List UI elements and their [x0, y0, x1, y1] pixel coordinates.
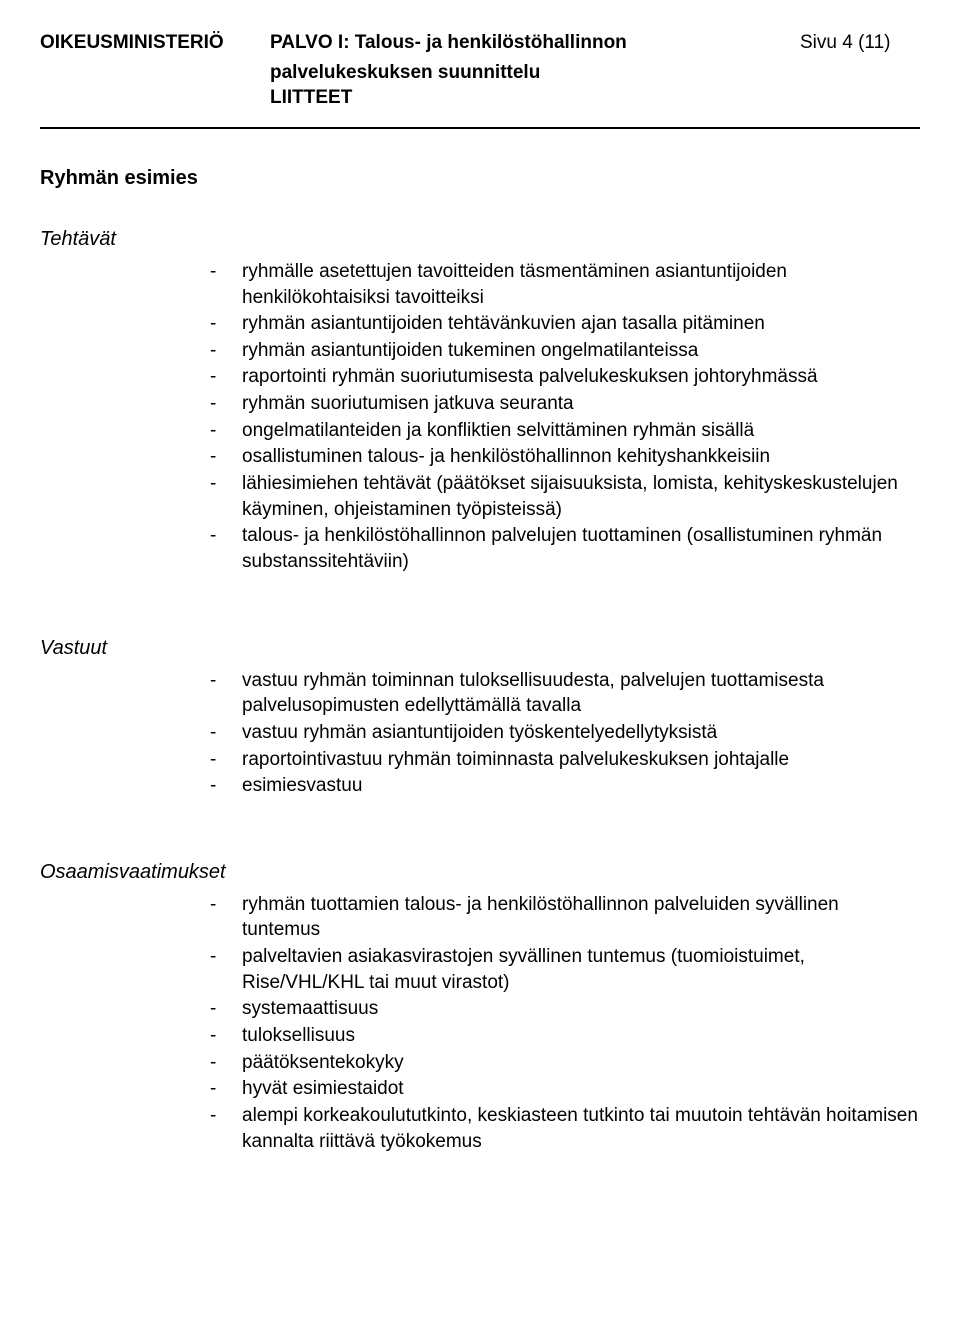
list-item: -ryhmän tuottamien talous- ja henkilöstö…: [40, 892, 920, 943]
list-item-text: ryhmän asiantuntijoiden tehtävänkuvien a…: [242, 311, 920, 337]
list-item-text: alempi korkeakoulututkinto, keskiasteen …: [242, 1103, 920, 1154]
dash-icon: -: [210, 391, 242, 417]
bullet-list: -ryhmälle asetettujen tavoitteiden täsme…: [40, 259, 920, 575]
list-item-text: vastuu ryhmän asiantuntijoiden työskente…: [242, 720, 920, 746]
dash-icon: -: [210, 773, 242, 799]
list-item: -ongelmatilanteiden ja konfliktien selvi…: [40, 418, 920, 444]
bullet-list: -ryhmän tuottamien talous- ja henkilöstö…: [40, 892, 920, 1154]
list-item: -talous- ja henkilöstöhallinnon palveluj…: [40, 523, 920, 574]
list-item: -vastuu ryhmän toiminnan tuloksellisuude…: [40, 668, 920, 719]
list-item: -ryhmän asiantuntijoiden tehtävänkuvien …: [40, 311, 920, 337]
dash-icon: -: [210, 720, 242, 746]
list-item-text: vastuu ryhmän toiminnan tuloksellisuudes…: [242, 668, 920, 719]
dash-icon: -: [210, 892, 242, 918]
dash-icon: -: [210, 444, 242, 470]
dash-icon: -: [210, 471, 242, 497]
dash-icon: -: [210, 668, 242, 694]
list-item-text: raportointivastuu ryhmän toiminnasta pal…: [242, 747, 920, 773]
list-item: -vastuu ryhmän asiantuntijoiden työskent…: [40, 720, 920, 746]
dash-icon: -: [210, 1076, 242, 1102]
list-item: -lähiesimiehen tehtävät (päätökset sijai…: [40, 471, 920, 522]
main-title: Ryhmän esimies: [40, 165, 920, 192]
bullet-list: -vastuu ryhmän toiminnan tuloksellisuude…: [40, 668, 920, 799]
list-item: -ryhmän suoriutumisen jatkuva seuranta: [40, 391, 920, 417]
list-item-text: talous- ja henkilöstöhallinnon palveluje…: [242, 523, 920, 574]
dash-icon: -: [210, 418, 242, 444]
section-heading: Vastuut: [40, 635, 920, 662]
section-heading: Tehtävät: [40, 226, 920, 253]
list-item: -päätöksentekokyky: [40, 1050, 920, 1076]
dash-icon: -: [210, 259, 242, 285]
list-item: -ryhmän asiantuntijoiden tukeminen ongel…: [40, 338, 920, 364]
list-item-text: ongelmatilanteiden ja konfliktien selvit…: [242, 418, 920, 444]
list-item-text: päätöksentekokyky: [242, 1050, 920, 1076]
dash-icon: -: [210, 523, 242, 549]
header-title-line2: palvelukeskuksen suunnittelu: [270, 60, 920, 86]
dash-icon: -: [210, 311, 242, 337]
list-item: -palveltavien asiakasvirastojen syvällin…: [40, 944, 920, 995]
list-item-text: ryhmälle asetettujen tavoitteiden täsmen…: [242, 259, 920, 310]
list-item-text: systemaattisuus: [242, 996, 920, 1022]
section: Osaamisvaatimukset-ryhmän tuottamien tal…: [40, 859, 920, 1154]
dash-icon: -: [210, 996, 242, 1022]
dash-icon: -: [210, 1050, 242, 1076]
dash-icon: -: [210, 1023, 242, 1049]
header-title-line3: LIITTEET: [270, 85, 920, 111]
list-item-text: ryhmän asiantuntijoiden tukeminen ongelm…: [242, 338, 920, 364]
section-heading: Osaamisvaatimukset: [40, 859, 920, 886]
section: Tehtävät-ryhmälle asetettujen tavoitteid…: [40, 226, 920, 575]
dash-icon: -: [210, 364, 242, 390]
list-item-text: hyvät esimiestaidot: [242, 1076, 920, 1102]
header-divider: [40, 127, 920, 129]
list-item-text: lähiesimiehen tehtävät (päätökset sijais…: [242, 471, 920, 522]
list-item: -systemaattisuus: [40, 996, 920, 1022]
section: Vastuut-vastuu ryhmän toiminnan tuloksel…: [40, 635, 920, 799]
header-page-number: Sivu 4 (11): [800, 30, 920, 56]
list-item-text: palveltavien asiakasvirastojen syvälline…: [242, 944, 920, 995]
list-item-text: ryhmän suoriutumisen jatkuva seuranta: [242, 391, 920, 417]
dash-icon: -: [210, 747, 242, 773]
list-item: -hyvät esimiestaidot: [40, 1076, 920, 1102]
dash-icon: -: [210, 338, 242, 364]
list-item: -esimiesvastuu: [40, 773, 920, 799]
list-item-text: tuloksellisuus: [242, 1023, 920, 1049]
list-item: -tuloksellisuus: [40, 1023, 920, 1049]
dash-icon: -: [210, 1103, 242, 1129]
list-item: -ryhmälle asetettujen tavoitteiden täsme…: [40, 259, 920, 310]
list-item: -osallistuminen talous- ja henkilöstöhal…: [40, 444, 920, 470]
document-header: OIKEUSMINISTERIÖ PALVO I: Talous- ja hen…: [40, 30, 920, 56]
list-item: -raportointivastuu ryhmän toiminnasta pa…: [40, 747, 920, 773]
list-item: -raportointi ryhmän suoriutumisesta palv…: [40, 364, 920, 390]
list-item-text: osallistuminen talous- ja henkilöstöhall…: [242, 444, 920, 470]
list-item: -alempi korkeakoulututkinto, keskiasteen…: [40, 1103, 920, 1154]
list-item-text: esimiesvastuu: [242, 773, 920, 799]
list-item-text: ryhmän tuottamien talous- ja henkilöstöh…: [242, 892, 920, 943]
header-title-line1: PALVO I: Talous- ja henkilöstöhallinnon: [260, 30, 800, 56]
list-item-text: raportointi ryhmän suoriutumisesta palve…: [242, 364, 920, 390]
dash-icon: -: [210, 944, 242, 970]
header-ministry: OIKEUSMINISTERIÖ: [40, 30, 260, 56]
